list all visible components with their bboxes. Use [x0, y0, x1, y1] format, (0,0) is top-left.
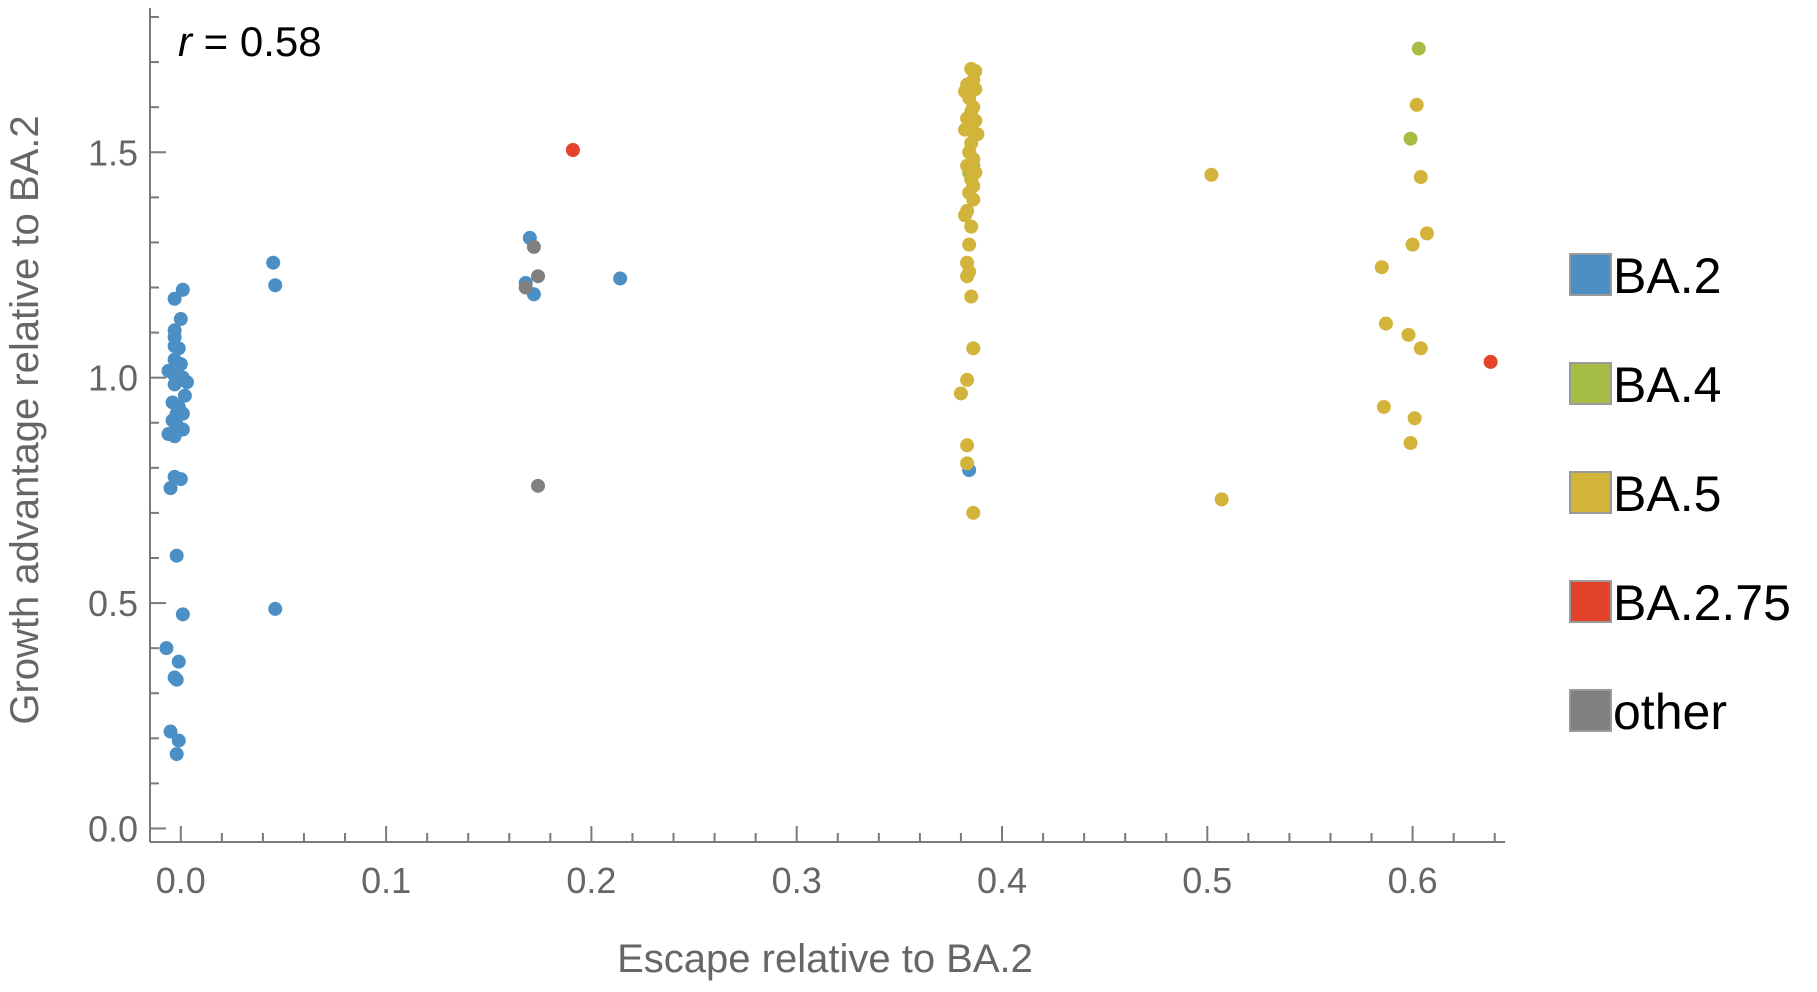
legend-swatch: [1569, 580, 1612, 623]
data-point: [966, 192, 981, 207]
data-point: [531, 478, 546, 493]
data-point: [163, 724, 178, 739]
data-point: [268, 601, 283, 616]
x-tick-label: 0.4: [977, 860, 1027, 901]
data-point: [613, 271, 628, 286]
data-point: [565, 143, 580, 158]
data-point: [1419, 226, 1434, 241]
y-tick-label: 0.5: [88, 583, 138, 624]
data-point: [1483, 354, 1498, 369]
legend-swatch: [1569, 253, 1612, 296]
legend-swatch: [1569, 362, 1612, 405]
x-tick-label: 0.5: [1182, 860, 1232, 901]
data-point: [1378, 316, 1393, 331]
x-tick-label: 0.6: [1388, 860, 1438, 901]
data-point: [1413, 341, 1428, 356]
data-point: [175, 607, 190, 622]
series-ba-2-75: [565, 143, 1498, 369]
data-point: [171, 654, 186, 669]
correlation-value: = 0.58: [192, 18, 322, 65]
data-point: [962, 237, 977, 252]
y-axis-title: Growth advantage relative to BA.2: [3, 115, 47, 724]
legend-item: BA.4: [1569, 357, 1721, 413]
axes: 0.0 0.1 0.2 0.3 0.4 0.5 0.6 0.0 0.5 1.0 1.5: [88, 8, 1505, 901]
y-tick-label: 1.5: [88, 132, 138, 173]
data-point: [960, 456, 975, 471]
legend-item: BA.2.75: [1569, 575, 1791, 631]
data-point: [266, 255, 281, 270]
x-tick-label: 0.0: [156, 860, 206, 901]
data-points: [159, 41, 1498, 762]
data-point: [175, 406, 190, 421]
legend-label: BA.2: [1613, 248, 1721, 304]
correlation-annotation: r = 0.58: [178, 18, 322, 65]
data-point: [167, 291, 182, 306]
data-point: [173, 472, 188, 487]
data-point: [960, 269, 975, 284]
legend-label: BA.4: [1613, 357, 1721, 413]
legend-swatch: [1569, 689, 1612, 732]
data-point: [960, 372, 975, 387]
data-point: [167, 377, 182, 392]
data-point: [173, 312, 188, 327]
x-axis-title: Escape relative to BA.2: [617, 937, 1033, 981]
legend-label: other: [1613, 684, 1727, 740]
correlation-symbol: r: [178, 18, 194, 65]
data-point: [177, 388, 192, 403]
legend-item: BA.2: [1569, 248, 1721, 304]
series-ba-2: [159, 230, 977, 762]
legend-label: BA.2.75: [1613, 575, 1791, 631]
x-tick-label: 0.1: [361, 860, 411, 901]
data-point: [169, 672, 184, 687]
data-point: [173, 357, 188, 372]
series-ba-5: [953, 61, 1434, 520]
x-tick-label: 0.2: [566, 860, 616, 901]
data-point: [169, 747, 184, 762]
data-point: [159, 641, 174, 656]
data-point: [964, 289, 979, 304]
data-point: [1409, 97, 1424, 112]
legend: BA.2 BA.4 BA.5 BA.2.75 other: [1569, 248, 1791, 740]
data-point: [268, 278, 283, 293]
data-point: [1401, 327, 1416, 342]
data-point: [163, 481, 178, 496]
data-point: [1403, 131, 1418, 146]
legend-item: BA.5: [1569, 466, 1721, 522]
x-tick-label: 0.3: [772, 860, 822, 901]
data-point: [171, 341, 186, 356]
data-point: [964, 219, 979, 234]
data-point: [179, 375, 194, 390]
data-point: [175, 282, 190, 297]
data-point: [958, 208, 973, 223]
data-point: [1376, 399, 1391, 414]
data-point: [175, 422, 190, 437]
series-other: [518, 239, 546, 493]
data-point: [953, 386, 968, 401]
data-point: [1411, 41, 1426, 56]
legend-label: BA.5: [1613, 466, 1721, 522]
series-ba-4: [962, 41, 1426, 187]
data-point: [1407, 411, 1422, 426]
data-point: [169, 548, 184, 563]
y-tick-label: 1.0: [88, 358, 138, 399]
data-point: [960, 438, 975, 453]
data-point: [1403, 436, 1418, 451]
data-point: [1214, 492, 1229, 507]
data-point: [518, 280, 533, 295]
data-point: [1204, 167, 1219, 182]
data-point: [966, 341, 981, 356]
data-point: [531, 269, 546, 284]
data-point: [171, 733, 186, 748]
data-point: [1405, 237, 1420, 252]
y-tick-label: 0.0: [88, 808, 138, 849]
data-point: [1413, 170, 1428, 185]
legend-item: other: [1569, 684, 1727, 740]
data-point: [1374, 260, 1389, 275]
data-point: [526, 239, 541, 254]
legend-swatch: [1569, 471, 1612, 514]
data-point: [966, 505, 981, 520]
